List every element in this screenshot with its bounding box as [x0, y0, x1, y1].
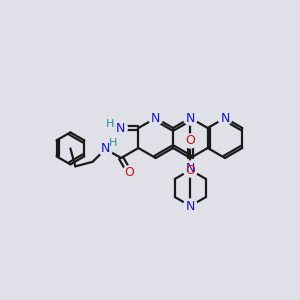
Circle shape [183, 111, 197, 125]
Circle shape [183, 161, 197, 175]
Text: N: N [186, 112, 195, 124]
Circle shape [113, 121, 128, 135]
Text: N: N [186, 200, 195, 212]
Text: H: H [109, 138, 118, 148]
Text: N: N [186, 161, 195, 175]
Circle shape [109, 138, 118, 148]
Text: N: N [151, 112, 160, 124]
Text: O: O [185, 164, 195, 176]
Circle shape [183, 163, 197, 177]
Circle shape [183, 134, 197, 148]
Circle shape [123, 166, 136, 180]
Circle shape [105, 119, 116, 129]
Text: O: O [185, 134, 195, 148]
Circle shape [183, 199, 197, 213]
Circle shape [218, 111, 232, 125]
Text: N: N [101, 142, 110, 155]
Text: N: N [220, 112, 230, 124]
Text: O: O [124, 166, 134, 179]
Text: H: H [106, 119, 115, 129]
Circle shape [98, 142, 112, 156]
Circle shape [149, 111, 163, 125]
Text: N: N [116, 122, 125, 134]
